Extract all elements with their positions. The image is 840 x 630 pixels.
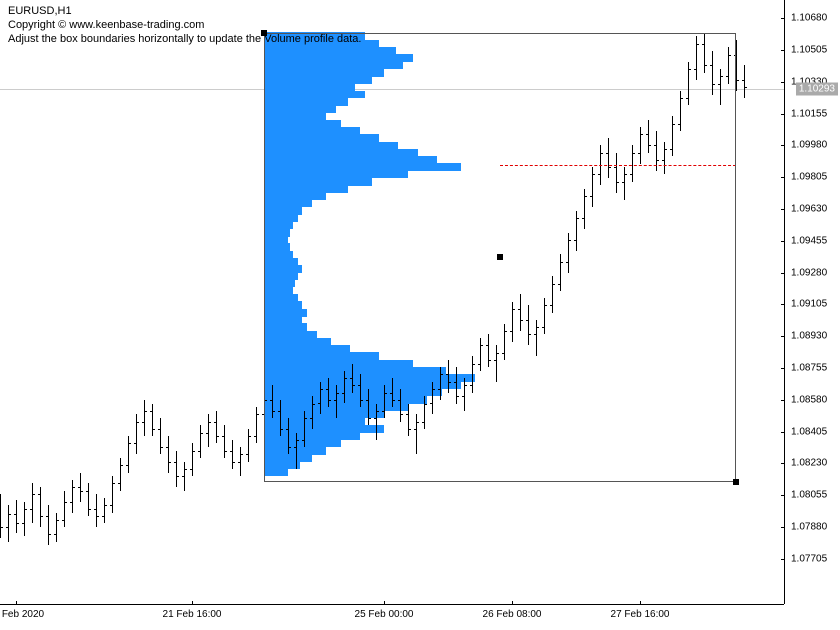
y-tick-label: 1.09105 [791,299,827,310]
ohlc-bar [86,483,91,516]
plot-area[interactable] [0,0,784,604]
ohlc-bar [38,487,43,527]
ohlc-bar [22,502,27,537]
current-price-label: 1.10293 [796,82,838,95]
ohlc-bar [54,513,59,542]
ohlc-bar [246,429,251,462]
y-tick-label: 1.09280 [791,267,827,278]
x-tick-label: 21 Feb 16:00 [163,609,222,620]
ohlc-bar [190,443,195,476]
y-tick-label: 1.08580 [791,394,827,405]
y-tick-label: 1.08755 [791,363,827,374]
symbol-label: EURUSD,H1 [8,4,361,18]
ohlc-bar [94,494,99,527]
ohlc-bar [198,425,203,458]
ohlc-bar [6,505,11,541]
x-axis: 20 Feb 2020 21 Feb 16:00 25 Feb 00:00 26 Fe… [0,604,784,630]
ohlc-bar [70,480,75,513]
ohlc-bar [214,411,219,444]
y-tick-label: 1.09630 [791,204,827,215]
box-handle-br[interactable] [733,479,739,485]
ohlc-bar [206,414,211,447]
box-handle-center[interactable] [497,254,503,260]
ohlc-bar [158,418,163,454]
x-tick-label: 27 Feb 16:00 [611,609,670,620]
ohlc-bar [62,491,67,527]
chart-header: EURUSD,H1 Copyright © www.keenbase-tradi… [8,4,361,46]
ohlc-bar [110,476,115,512]
ohlc-bar [182,462,187,491]
y-tick-label: 1.08055 [791,490,827,501]
ohlc-bar [142,400,147,436]
y-tick-label: 1.09805 [791,172,827,183]
ohlc-bar [118,458,123,491]
y-axis: 1.07705 1.07880 1.08055 1.08230 1.08405 1.085… [784,0,840,604]
ohlc-bar [78,473,83,502]
ohlc-bar [134,414,139,454]
ohlc-bar [230,440,235,469]
x-tick-label: 25 Feb 00:00 [355,609,414,620]
ohlc-bar [46,505,51,545]
y-tick-label: 1.10505 [791,44,827,55]
y-tick-label: 1.08930 [791,331,827,342]
y-tick-label: 1.08230 [791,458,827,469]
ohlc-bar [0,494,3,538]
instruction-label: Adjust the box boundaries horizontally t… [8,32,361,46]
x-tick-label: 26 Feb 08:00 [483,609,542,620]
ohlc-bar [14,500,19,533]
ohlc-bar [222,425,227,458]
ohlc-bar [102,498,107,523]
ohlc-bar [166,436,171,472]
ohlc-bar [238,447,243,476]
x-tick-label: 20 Feb 2020 [0,609,44,620]
copyright-label: Copyright © www.keenbase-trading.com [8,18,361,32]
y-tick-label: 1.09455 [791,235,827,246]
y-tick-label: 1.10155 [791,108,827,119]
y-tick-label: 1.09980 [791,140,827,151]
ohlc-bar [254,407,259,443]
y-tick-label: 1.08405 [791,426,827,437]
ohlc-bar [174,451,179,487]
ohlc-bar [742,65,747,98]
y-tick-label: 1.07705 [791,553,827,564]
ohlc-bar [126,436,131,472]
ohlc-bar [30,483,35,523]
ohlc-bar [150,404,155,437]
chart-container: EURUSD,H1 Copyright © www.keenbase-tradi… [0,0,840,630]
y-tick-label: 1.07880 [791,522,827,533]
y-tick-label: 1.10680 [791,13,827,24]
